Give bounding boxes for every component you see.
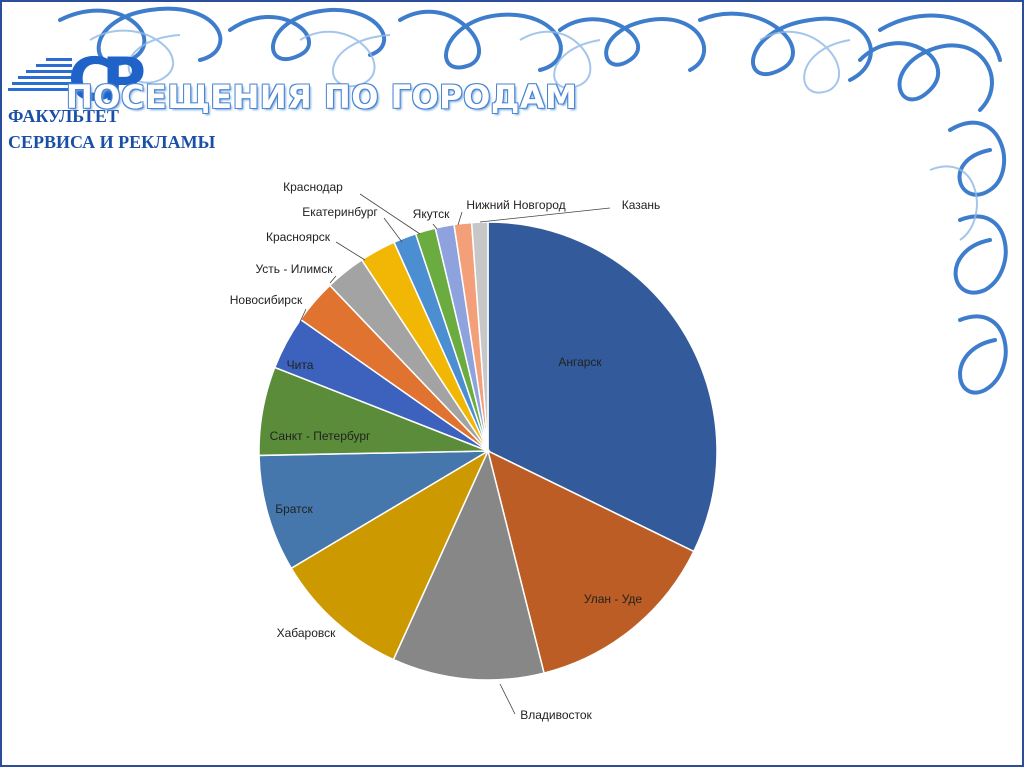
pie-slice (487, 221, 718, 553)
leader-line (359, 193, 421, 235)
pie-slice (290, 449, 490, 661)
leader-line (457, 211, 463, 226)
pie-slice (486, 449, 695, 674)
slice-label: Ангарск (558, 355, 602, 369)
slice-label: Хабаровск (277, 626, 337, 640)
slice-label: Красноярск (266, 230, 331, 244)
slice-label: Нижний Новгород (466, 198, 565, 212)
leader-line (479, 207, 611, 223)
leader-line (329, 275, 337, 284)
slice-label: Краснодар (283, 180, 343, 194)
leader-line (499, 683, 516, 715)
pie-slice (470, 221, 489, 452)
pie-slice (392, 448, 545, 681)
pie-slice (258, 450, 491, 570)
leader-line (383, 217, 403, 243)
slice-label: Чита (287, 358, 314, 372)
slice-label: Братск (275, 502, 313, 516)
slice-label: Екатеринбург (302, 205, 378, 219)
slice-label: Санкт - Петербург (270, 429, 371, 443)
leader-line (299, 308, 307, 323)
logo-text-line1: ФАКУЛЬТЕТ (8, 106, 119, 126)
slice-label: Усть - Илимск (255, 262, 333, 276)
leader-line (335, 241, 366, 261)
logo-text-line2: СЕРВИСА И РЕКЛАМЫ (8, 132, 216, 152)
slide-title: ПОСЕЩЕНИЯ ПО ГОРОДАМ (66, 78, 578, 116)
slice-label: Якутск (413, 207, 450, 221)
slice-label: Улан - Уде (584, 592, 642, 606)
slice-label: Владивосток (520, 708, 592, 722)
leader-line (432, 223, 438, 230)
faculty-logo: СР ФАКУЛЬТЕТ СЕРВИСА И РЕКЛАМЫ (6, 45, 215, 160)
logo-mark: СР (68, 45, 146, 115)
slice-label: Новосибирск (230, 293, 303, 307)
slice-label: Казань (622, 198, 661, 212)
